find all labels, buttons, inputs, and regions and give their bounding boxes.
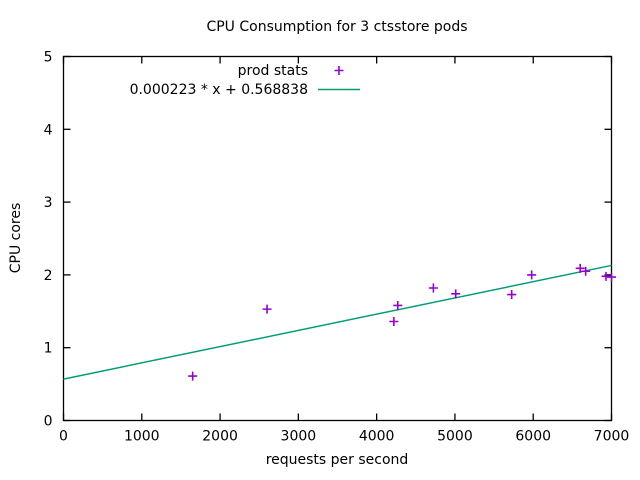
y-axis-label: CPU cores <box>8 202 24 274</box>
data-point-marker <box>607 272 616 282</box>
y-tick-label: 2 <box>44 268 53 284</box>
legend-label-prod-stats: prod stats <box>237 62 308 79</box>
data-point-marker <box>575 263 585 273</box>
x-tick-label: 1000 <box>124 429 160 445</box>
data-point-marker <box>188 371 198 381</box>
data-point-marker <box>262 304 272 314</box>
data-point-marker <box>389 316 399 326</box>
plot-border <box>62 55 613 422</box>
data-point-marker <box>451 289 461 299</box>
data-point-marker <box>527 270 537 280</box>
x-tick-label: 6000 <box>515 429 551 445</box>
x-tick-label: 5000 <box>437 429 473 445</box>
data-point-marker <box>428 283 438 293</box>
data-point-marker <box>393 300 403 310</box>
y-tick-label: 4 <box>44 122 53 138</box>
legend-label-fit-equation: 0.000223 * x + 0.568838 <box>129 81 308 98</box>
legend: prod stats 0.000223 * x + 0.568838 <box>58 61 362 99</box>
data-point-marker <box>507 290 517 300</box>
fit-line <box>63 264 612 380</box>
plus-marker-icon <box>334 66 344 75</box>
data-point-marker <box>581 266 591 276</box>
x-tick-label: 7000 <box>594 429 630 445</box>
legend-entry-prod-stats: prod stats <box>58 61 362 80</box>
y-tick-label: 5 <box>44 50 53 66</box>
x-tick-label: 4000 <box>359 429 395 445</box>
x-axis-label: requests per second <box>265 452 409 468</box>
y-tick-label: 3 <box>44 195 53 211</box>
x-tick-label: 0 <box>59 429 68 445</box>
chart-title: CPU Consumption for 3 ctsstore pods <box>206 19 468 35</box>
x-tick-label: 3000 <box>281 429 317 445</box>
line-sample-icon <box>318 88 360 91</box>
y-tick-label: 0 <box>44 414 53 430</box>
y-tick-label: 1 <box>44 341 53 357</box>
legend-entry-fit-line: 0.000223 * x + 0.568838 <box>58 80 362 99</box>
x-tick-label: 2000 <box>202 429 238 445</box>
